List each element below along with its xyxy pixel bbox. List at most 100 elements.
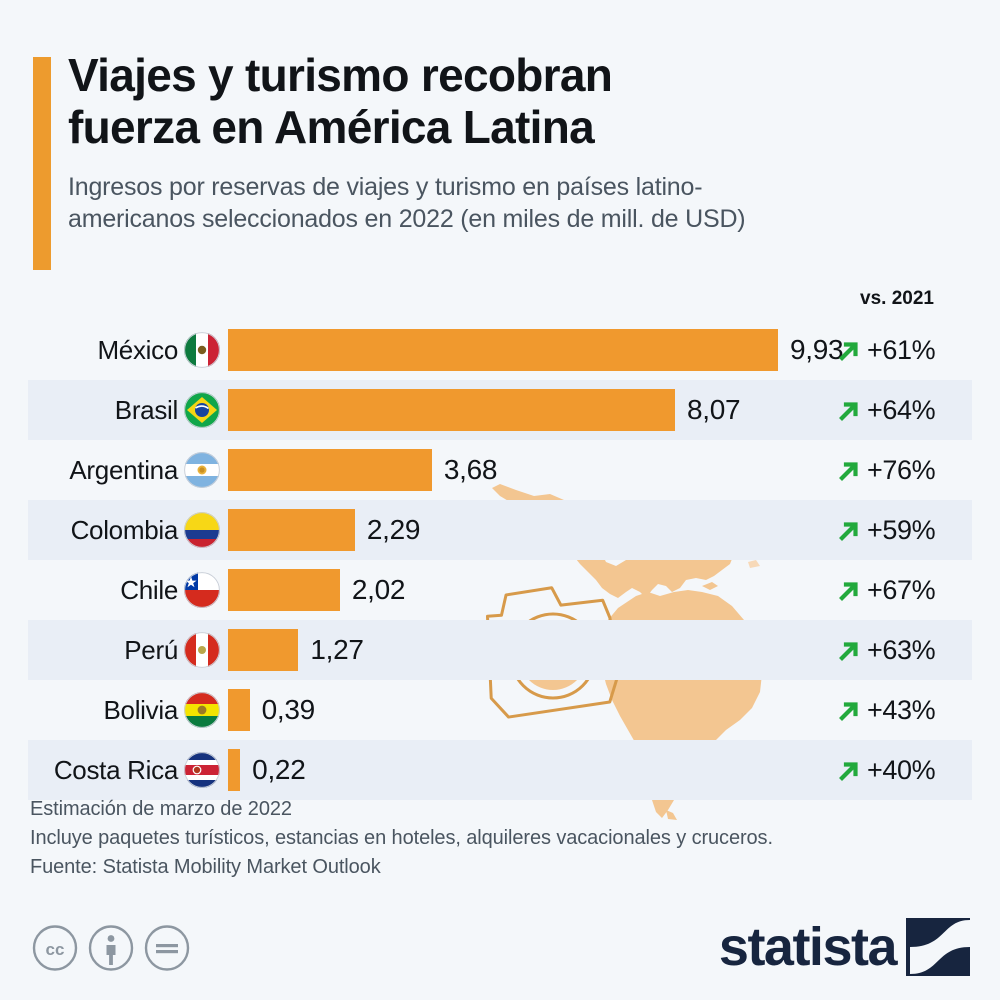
flag-peru-icon: [184, 632, 220, 668]
value-bar: [228, 629, 299, 671]
row-bar-cell: 3,68: [228, 449, 1000, 491]
bottom-bar: cc statista: [0, 900, 1000, 1000]
chart-row: Colombia 2,29 +59%: [0, 500, 1000, 560]
title-line-1: Viajes y turismo recobran: [68, 49, 613, 101]
country-label: Colombia: [70, 514, 179, 545]
delta-label: +63%: [867, 634, 936, 665]
title-line-2: fuerza en América Latina: [68, 100, 595, 153]
value-label: 0,22: [252, 754, 306, 785]
page-title: Viajes y turismo recobran fuerza en Amér…: [68, 49, 968, 153]
subtitle-line-2: americanos seleccionados en 2022 (en mil…: [68, 205, 746, 234]
value-bar: [228, 689, 250, 731]
delta-label: +67%: [867, 574, 936, 605]
value-bar: [228, 449, 432, 491]
row-delta-cell: +61%: [825, 320, 970, 380]
row-label-cell: Argentina: [0, 452, 228, 488]
license-icons: cc: [32, 925, 190, 971]
row-bar-cell: 0,22: [228, 749, 1000, 791]
delta-label: +40%: [867, 754, 936, 785]
subtitle-line-1: Ingresos por reservas de viajes y turism…: [68, 173, 703, 202]
row-delta-cell: +40%: [825, 740, 970, 800]
flag-mexico-icon: [184, 332, 220, 368]
delta-column-header: vs. 2021: [860, 288, 934, 309]
chart-row: Argentina 3,68 +76%: [0, 440, 1000, 500]
value-label: 2,02: [351, 574, 406, 605]
chart-row: Brasil 8,07 +64%: [0, 380, 1000, 440]
row-label-cell: Perú: [0, 632, 228, 668]
row-bar-cell: 0,39: [228, 689, 1000, 731]
row-label-cell: Bolivia: [0, 692, 228, 728]
row-delta-cell: +67%: [825, 560, 970, 620]
page-subtitle: Ingresos por reservas de viajes y turism…: [68, 171, 968, 235]
trend-up-arrow-icon: [839, 642, 858, 661]
row-label-cell: Chile: [0, 572, 228, 608]
country-label: Chile: [120, 574, 178, 605]
delta-label: +43%: [867, 694, 936, 725]
trend-up-arrow-icon: [839, 462, 858, 481]
value-label: 2,29: [366, 514, 421, 545]
row-bar-cell: 8,07: [228, 389, 1000, 431]
svg-text:cc: cc: [46, 940, 65, 959]
row-label-cell: Colombia: [0, 512, 228, 548]
title-accent-bar: [33, 57, 51, 270]
country-label: México: [97, 334, 178, 365]
country-label: Brasil: [114, 394, 179, 425]
chart-row: Perú 1,27 +63%: [0, 620, 1000, 680]
value-label: 3,68: [443, 454, 498, 485]
value-bar: [228, 329, 778, 371]
value-bar: [228, 509, 355, 551]
row-bar-cell: 9,93: [228, 329, 1000, 371]
row-label-cell: Costa Rica: [0, 752, 228, 788]
value-bar: [228, 569, 340, 611]
value-label: 9,93: [790, 334, 844, 365]
country-label: Costa Rica: [53, 754, 178, 785]
note-estimate: Estimación de marzo de 2022: [30, 798, 292, 820]
attribution-icon[interactable]: [88, 925, 134, 971]
country-label: Bolivia: [103, 694, 179, 725]
chart-row: Costa Rica 0,22 +40%: [0, 740, 1000, 800]
statista-wordmark: statista: [718, 917, 898, 977]
trend-up-arrow-icon: [839, 702, 858, 721]
delta-label: +61%: [867, 334, 936, 365]
statista-logo-mark: [906, 918, 970, 976]
no-derivatives-icon[interactable]: [144, 925, 190, 971]
row-bar-cell: 2,02: [228, 569, 1000, 611]
source-text: Fuente: Statista Mobility Market Outlook: [30, 856, 381, 878]
value-label: 0,39: [261, 694, 316, 725]
header: Viajes y turismo recobran fuerza en Amér…: [68, 49, 968, 235]
delta-label: +76%: [867, 454, 936, 485]
chart-row: Bolivia 0,39 +43%: [0, 680, 1000, 740]
flag-argentina-icon: [184, 452, 220, 488]
flag-bolivia-icon: [184, 692, 220, 728]
delta-label: +59%: [867, 514, 936, 545]
note-includes: Incluye paquetes turísticos, estancias e…: [30, 827, 773, 849]
creative-commons-icon[interactable]: cc: [32, 925, 78, 971]
row-delta-cell: +59%: [825, 500, 970, 560]
flag-brazil-icon: [184, 392, 220, 428]
row-delta-cell: +76%: [825, 440, 970, 500]
country-label: Argentina: [69, 454, 178, 485]
statista-logo[interactable]: statista: [719, 918, 970, 976]
row-delta-cell: +63%: [825, 620, 970, 680]
delta-label: +64%: [867, 394, 936, 425]
trend-up-arrow-icon: [839, 402, 858, 421]
row-delta-cell: +43%: [825, 680, 970, 740]
trend-up-arrow-icon: [839, 342, 858, 361]
row-bar-cell: 1,27: [228, 629, 1000, 671]
row-delta-cell: +64%: [825, 380, 970, 440]
trend-up-arrow-icon: [839, 522, 858, 541]
value-label: 8,07: [686, 394, 741, 425]
flag-costarica-icon: [184, 752, 220, 788]
flag-chile-icon: [184, 572, 220, 608]
chart-rows: México 9,93 +61% Brasil: [0, 320, 1000, 800]
value-label: 1,27: [310, 634, 364, 665]
footer-notes: Estimación de marzo de 2022 Incluye paqu…: [30, 795, 773, 882]
trend-up-arrow-icon: [839, 582, 858, 601]
flag-colombia-icon: [184, 512, 220, 548]
value-bar: [228, 389, 675, 431]
row-label-cell: México: [0, 332, 228, 368]
chart-row: México 9,93 +61%: [0, 320, 1000, 380]
row-bar-cell: 2,29: [228, 509, 1000, 551]
value-bar: [228, 749, 241, 791]
